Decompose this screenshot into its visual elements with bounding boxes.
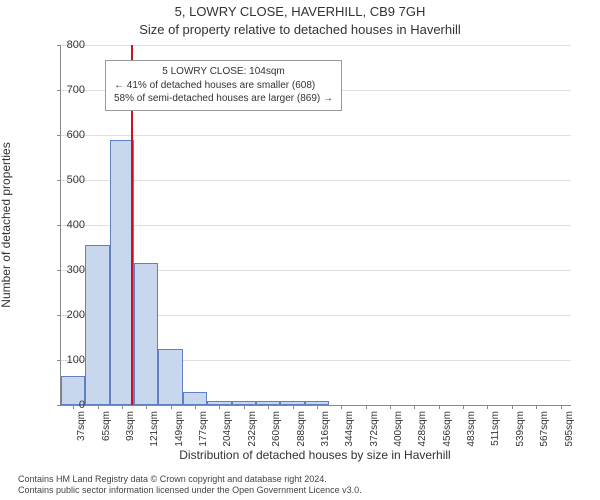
x-tick <box>98 405 99 409</box>
x-tick <box>536 405 537 409</box>
x-tick <box>122 405 123 409</box>
x-tick <box>439 405 440 409</box>
histogram-bar <box>183 392 207 406</box>
x-tick-label: 204sqm <box>222 411 233 453</box>
x-tick-label: 428sqm <box>417 411 428 453</box>
x-tick <box>195 405 196 409</box>
histogram-bar <box>85 245 109 405</box>
y-tick-label: 400 <box>45 219 85 231</box>
gridline <box>61 45 571 46</box>
x-tick-label: 121sqm <box>149 411 160 453</box>
x-tick <box>268 405 269 409</box>
footer-line-1: Contains HM Land Registry data © Crown c… <box>18 474 362 485</box>
x-tick <box>341 405 342 409</box>
x-tick <box>561 405 562 409</box>
y-tick-label: 700 <box>45 84 85 96</box>
y-tick-label: 100 <box>45 354 85 366</box>
x-tick <box>219 405 220 409</box>
x-tick-label: 456sqm <box>442 411 453 453</box>
x-tick <box>366 405 367 409</box>
footer-attribution: Contains HM Land Registry data © Crown c… <box>18 474 362 497</box>
x-tick <box>317 405 318 409</box>
annotation-title: 5 LOWRY CLOSE: 104sqm <box>114 65 333 79</box>
annotation-box: 5 LOWRY CLOSE: 104sqm ← 41% of detached … <box>105 60 342 111</box>
x-tick-label: 37sqm <box>76 411 87 453</box>
x-tick-label: 177sqm <box>198 411 209 453</box>
x-tick <box>512 405 513 409</box>
histogram-bar <box>134 263 158 405</box>
x-tick <box>414 405 415 409</box>
gridline <box>61 225 571 226</box>
x-tick-label: 511sqm <box>490 411 501 453</box>
footer-line-2: Contains public sector information licen… <box>18 485 362 496</box>
y-tick-label: 200 <box>45 309 85 321</box>
x-tick-label: 400sqm <box>393 411 404 453</box>
chart-address-title: 5, LOWRY CLOSE, HAVERHILL, CB9 7GH <box>0 4 600 19</box>
histogram-bar <box>158 349 182 405</box>
x-tick <box>244 405 245 409</box>
x-tick-label: 316sqm <box>320 411 331 453</box>
x-tick <box>390 405 391 409</box>
x-tick <box>146 405 147 409</box>
x-tick <box>293 405 294 409</box>
x-tick-label: 372sqm <box>369 411 380 453</box>
x-tick <box>171 405 172 409</box>
y-tick-label: 800 <box>45 39 85 51</box>
x-tick-label: 65sqm <box>101 411 112 453</box>
y-axis-label: Number of detached properties <box>0 142 13 307</box>
chart-subtitle: Size of property relative to detached ho… <box>0 22 600 37</box>
y-tick-label: 500 <box>45 174 85 186</box>
x-tick-label: 539sqm <box>515 411 526 453</box>
x-tick <box>487 405 488 409</box>
y-tick-label: 0 <box>45 399 85 411</box>
annotation-line-2: 58% of semi-detached houses are larger (… <box>114 92 333 106</box>
x-tick-label: 595sqm <box>564 411 575 453</box>
x-tick-label: 93sqm <box>125 411 136 453</box>
x-tick-label: 288sqm <box>296 411 307 453</box>
x-tick-label: 344sqm <box>344 411 355 453</box>
x-tick-label: 260sqm <box>271 411 282 453</box>
histogram-bar <box>110 140 134 406</box>
y-tick-label: 600 <box>45 129 85 141</box>
annotation-line-1: ← 41% of detached houses are smaller (60… <box>114 79 333 93</box>
gridline <box>61 135 571 136</box>
chart-container: { "title1": "5, LOWRY CLOSE, HAVERHILL, … <box>0 0 600 500</box>
x-tick <box>463 405 464 409</box>
gridline <box>61 180 571 181</box>
x-tick-label: 483sqm <box>466 411 477 453</box>
x-tick-label: 567sqm <box>539 411 550 453</box>
x-tick-label: 232sqm <box>247 411 258 453</box>
x-tick-label: 149sqm <box>174 411 185 453</box>
y-tick-label: 300 <box>45 264 85 276</box>
